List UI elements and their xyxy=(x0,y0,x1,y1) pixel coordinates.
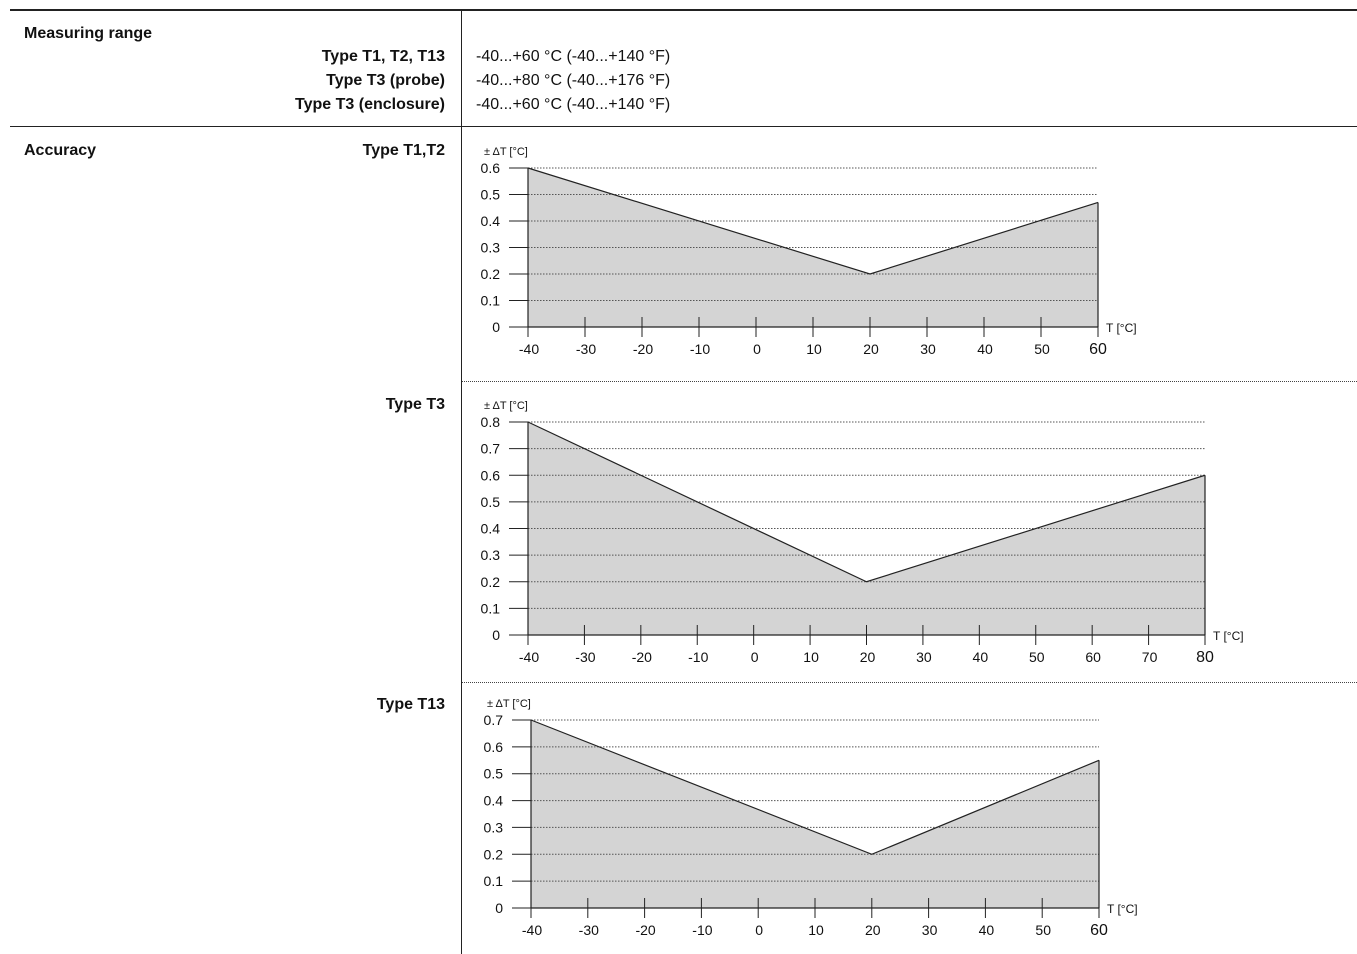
y-tick-label: 0.4 xyxy=(481,213,501,229)
x-axis-label: T [°C] xyxy=(1107,902,1138,916)
mr-value-t1t2t13: -40...+60 °C (-40...+140 °F) xyxy=(476,48,671,65)
chart-label-t1t2: Type T1,T2 xyxy=(362,142,445,159)
mr-label-t3-probe: Type T3 (probe) xyxy=(326,72,445,89)
x-tick-label: 60 xyxy=(1089,341,1107,358)
x-tick-label: -30 xyxy=(579,922,599,938)
top-rule xyxy=(10,9,1357,11)
y-tick-label: 0.2 xyxy=(484,846,504,862)
y-tick-label: 0.3 xyxy=(481,240,501,256)
accuracy-title: Accuracy xyxy=(24,142,97,159)
x-tick-label: 50 xyxy=(1029,649,1045,665)
x-tick-label: 10 xyxy=(806,341,822,357)
x-tick-label: 60 xyxy=(1090,922,1108,939)
y-tick-label: 0.1 xyxy=(481,293,501,309)
section-divider xyxy=(10,126,1357,127)
y-tick-label: 0.2 xyxy=(481,574,501,590)
y-axis-label: ± ΔT [°C] xyxy=(484,400,528,412)
y-tick-label: 0 xyxy=(492,627,500,643)
chart-label-t13: Type T13 xyxy=(376,696,445,713)
x-tick-label: 20 xyxy=(860,649,876,665)
y-tick-label: 0.1 xyxy=(484,873,504,889)
x-tick-label: 50 xyxy=(1035,922,1051,938)
x-tick-label: -30 xyxy=(576,341,596,357)
x-tick-label: 0 xyxy=(755,922,763,938)
mr-value-t3-probe: -40...+80 °C (-40...+176 °F) xyxy=(476,72,671,89)
accuracy-chart-t1t2: 0 0.1 0.2 0.3 0.4 0.5 0.6 -40 -30 -20 -10 0 10 20 30 40… xyxy=(481,146,1137,358)
y-tick-label: 0.7 xyxy=(484,712,504,728)
chart-label-t3: Type T3 xyxy=(385,396,445,413)
x-tick-label: 50 xyxy=(1034,341,1050,357)
accuracy-line xyxy=(527,421,1206,583)
x-tick-label: 60 xyxy=(1085,649,1101,665)
y-tick-label: 0.2 xyxy=(481,266,501,282)
accuracy-line xyxy=(530,719,1100,855)
y-tick-label: 0 xyxy=(492,319,500,335)
y-tick-label: 0.3 xyxy=(484,819,504,835)
y-tick-label: 0.7 xyxy=(481,441,501,457)
x-tick-label: 0 xyxy=(751,649,759,665)
x-tick-label: 20 xyxy=(863,341,879,357)
accuracy-line xyxy=(527,167,1099,275)
x-tick-label: 40 xyxy=(973,649,989,665)
y-tick-label: 0.8 xyxy=(481,414,501,430)
x-axis-label: T [°C] xyxy=(1213,629,1244,643)
x-tick-label: 70 xyxy=(1142,649,1158,665)
measuring-range-title: Measuring range xyxy=(24,25,153,42)
mr-label-t1t2t13: Type T1, T2, T13 xyxy=(321,48,445,65)
column-divider xyxy=(461,11,462,954)
y-tick-label: 0.5 xyxy=(481,187,501,203)
y-tick-label: 0.1 xyxy=(481,600,501,616)
x-tick-label: -40 xyxy=(519,341,539,357)
y-tick-label: 0.4 xyxy=(484,793,504,809)
x-tick-label: -10 xyxy=(692,922,712,938)
x-tick-label: -10 xyxy=(690,341,710,357)
x-tick-label: -40 xyxy=(519,649,539,665)
x-tick-label: -30 xyxy=(575,649,595,665)
y-tick-label: 0.3 xyxy=(481,547,501,563)
x-tick-label: -20 xyxy=(635,922,655,938)
x-tick-label: 40 xyxy=(977,341,993,357)
x-tick-label: 40 xyxy=(979,922,995,938)
y-tick-label: 0.6 xyxy=(484,739,504,755)
mr-label-t3-enclosure: Type T3 (enclosure) xyxy=(295,96,445,113)
x-tick-label: 30 xyxy=(916,649,932,665)
x-tick-label: -20 xyxy=(633,341,653,357)
y-axis-label: ± ΔT [°C] xyxy=(487,698,531,710)
mr-value-t3-enclosure: -40...+60 °C (-40...+140 °F) xyxy=(476,96,671,113)
y-tick-label: 0.4 xyxy=(481,521,501,537)
y-tick-label: 0.6 xyxy=(481,160,501,176)
y-tick-label: 0.5 xyxy=(484,766,504,782)
y-axis-label: ± ΔT [°C] xyxy=(484,146,528,158)
x-axis-label: T [°C] xyxy=(1106,321,1137,335)
x-tick-label: 30 xyxy=(920,341,936,357)
accuracy-chart-t13: 0 0.1 0.2 0.3 0.4 0.5 0.6 0.7 -40 -30 -20 -10 0 10 20 3… xyxy=(484,698,1138,939)
x-tick-label: 20 xyxy=(865,922,881,938)
x-tick-label: -10 xyxy=(688,649,708,665)
x-tick-label: 10 xyxy=(808,922,824,938)
x-tick-label: -20 xyxy=(632,649,652,665)
accuracy-area xyxy=(528,422,1205,635)
y-tick-label: 0.6 xyxy=(481,467,501,483)
accuracy-area xyxy=(528,168,1098,327)
x-tick-label: 0 xyxy=(753,341,761,357)
x-tick-label: 30 xyxy=(922,922,938,938)
accuracy-chart-t3: 0 0.1 0.2 0.3 0.4 0.5 0.6 0.7 0.8 -40 -30 -20 -10 0 10… xyxy=(481,400,1244,666)
y-tick-label: 0 xyxy=(495,900,503,916)
chart-divider xyxy=(462,682,1357,683)
accuracy-area xyxy=(531,720,1099,908)
chart-divider xyxy=(462,381,1357,382)
y-tick-label: 0.5 xyxy=(481,494,501,510)
x-tick-label: 10 xyxy=(803,649,819,665)
x-tick-label: 80 xyxy=(1196,649,1214,666)
x-tick-label: -40 xyxy=(522,922,542,938)
